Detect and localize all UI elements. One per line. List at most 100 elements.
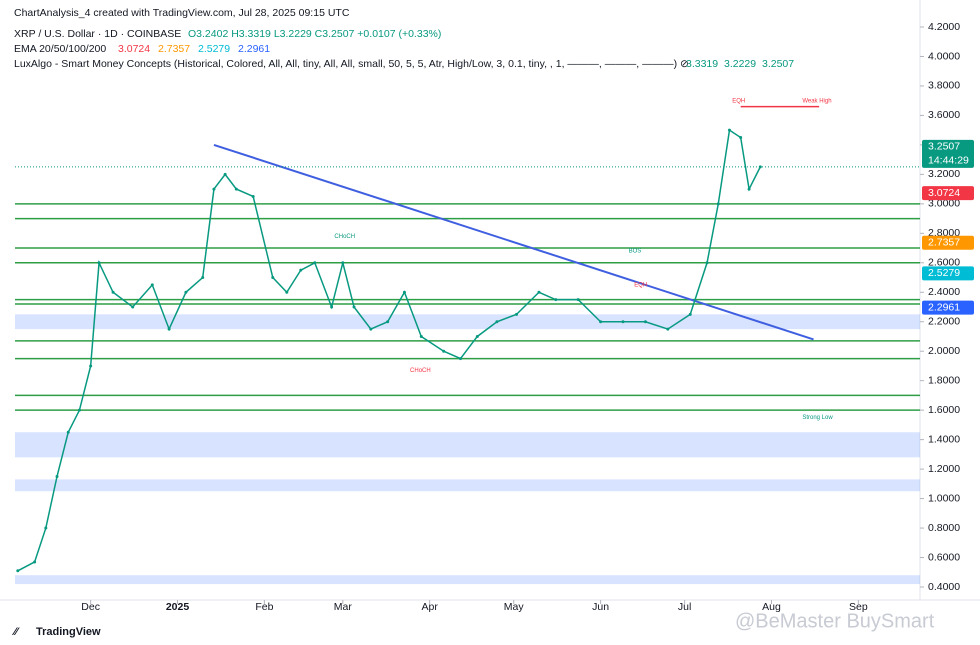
price-label: 3.2507: [928, 141, 960, 153]
y-tick-label: 2.0000: [928, 345, 960, 357]
price-point: [537, 290, 541, 294]
y-tick-label: 2.2000: [928, 316, 960, 328]
price-label: 3.0724: [928, 187, 960, 199]
y-tick-label: 3.6000: [928, 109, 960, 121]
price-point: [341, 261, 345, 265]
luxalgo-label: LuxAlgo - Smart Money Concepts (Historic…: [14, 58, 689, 70]
ema-label: EMA 20/50/100/200: [14, 43, 106, 55]
price-point: [212, 187, 216, 191]
price-point: [150, 283, 154, 287]
y-tick-label: 0.4000: [928, 581, 960, 593]
price-label-box: [922, 139, 974, 168]
price-point: [271, 276, 275, 280]
price-label-box: [922, 300, 974, 315]
price-point: [705, 261, 709, 265]
price-point: [285, 290, 289, 294]
ema-value: 2.2961: [238, 43, 270, 55]
price-point: [515, 312, 519, 316]
x-tick-label: Feb: [255, 601, 273, 613]
y-tick-label: 1.0000: [928, 492, 960, 504]
price-point: [66, 430, 70, 434]
price-point: [747, 187, 751, 191]
logo: TradingView: [36, 626, 101, 638]
x-tick-label: Apr: [422, 601, 439, 613]
lux-value: 3.3319: [686, 58, 718, 70]
price-point: [97, 261, 101, 265]
ema-value: 3.0724: [118, 43, 150, 55]
created-note: ChartAnalysis_4 created with TradingView…: [14, 7, 350, 19]
price-point: [330, 305, 334, 309]
price-point: [716, 202, 720, 206]
price-point: [369, 327, 373, 331]
price-point: [352, 305, 356, 309]
zone: [15, 479, 920, 492]
price-point: [402, 290, 406, 294]
price-point: [299, 268, 303, 272]
price-point: [666, 327, 670, 331]
x-tick-label: Mar: [334, 601, 353, 613]
price-label-box: [922, 235, 974, 250]
y-tick-label: 0.6000: [928, 551, 960, 563]
price-point: [167, 327, 171, 331]
ema-value: 2.7357: [158, 43, 190, 55]
price-point: [111, 290, 115, 294]
annotation: Strong Low: [802, 415, 833, 421]
price-point: [44, 526, 48, 530]
price-point: [251, 194, 255, 198]
price-point: [419, 334, 423, 338]
price-point: [89, 364, 93, 368]
ema-value: 2.5279: [198, 43, 230, 55]
logo-icon: ⁄⁄: [11, 626, 20, 638]
x-tick-label: Jun: [592, 601, 609, 613]
watermark: @BeMaster BuySmart: [735, 610, 935, 632]
price-point: [55, 474, 59, 478]
trendline: [213, 143, 814, 341]
price-label-box: [922, 186, 974, 201]
price-point: [77, 408, 81, 412]
annotation: BOS: [629, 249, 642, 255]
price-point: [184, 290, 188, 294]
y-tick-label: 3.8000: [928, 80, 960, 92]
price-point: [201, 276, 205, 280]
price-point: [131, 305, 135, 309]
y-tick-label: 4.0000: [928, 50, 960, 62]
annotation: Weak High: [802, 98, 831, 104]
x-tick-label: Dec: [81, 601, 100, 613]
annotation: EQH: [634, 282, 647, 288]
y-tick-label: 1.4000: [928, 433, 960, 445]
annotation: EQH: [732, 98, 745, 104]
price-point: [16, 569, 20, 573]
price-point: [599, 320, 603, 324]
price-point: [386, 320, 390, 324]
countdown: 14:44:29: [928, 155, 969, 167]
y-tick-label: 1.8000: [928, 374, 960, 386]
annotation: CHoCH: [334, 234, 355, 240]
y-tick-label: 1.2000: [928, 463, 960, 475]
y-tick-label: 0.8000: [928, 522, 960, 534]
price-point: [313, 261, 317, 265]
price-point: [739, 136, 743, 140]
price-point: [475, 334, 479, 338]
symbol: XRP / U.S. Dollar · 1D · COINBASE: [14, 28, 181, 40]
x-tick-label: Aug: [762, 601, 781, 613]
price-point: [234, 187, 238, 191]
price-label-box: [922, 266, 974, 281]
y-tick-label: 1.6000: [928, 404, 960, 416]
x-tick-label: May: [504, 601, 525, 613]
zone: [15, 314, 920, 330]
price-point: [688, 312, 692, 316]
price-label: 2.7357: [928, 237, 960, 249]
zone: [15, 432, 920, 458]
price-point: [458, 357, 462, 361]
price-label: 2.5279: [928, 267, 960, 279]
zone: [15, 575, 920, 585]
lux-value: 3.2229: [724, 58, 756, 70]
price-point: [576, 298, 580, 302]
price-point: [621, 320, 625, 324]
annotation: CHoCH: [410, 368, 431, 374]
price-point: [758, 165, 762, 169]
price-point: [495, 320, 499, 324]
price-point: [727, 128, 731, 132]
x-tick-label: 2025: [166, 601, 190, 613]
